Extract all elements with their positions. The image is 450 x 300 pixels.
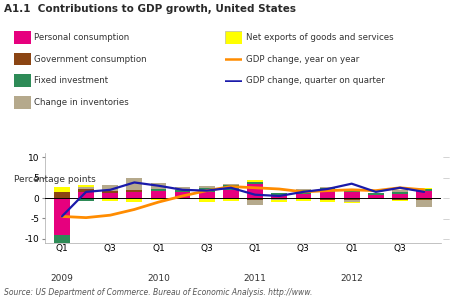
Bar xyxy=(344,189,360,192)
Bar xyxy=(54,198,70,235)
Bar xyxy=(78,198,94,201)
Bar xyxy=(126,192,142,198)
Bar xyxy=(175,187,190,190)
Bar xyxy=(175,198,190,199)
Bar xyxy=(247,184,263,198)
Bar xyxy=(296,189,311,190)
Text: 2011: 2011 xyxy=(243,274,266,283)
Bar xyxy=(175,190,190,192)
Bar xyxy=(271,193,287,196)
Bar xyxy=(392,190,408,192)
Bar xyxy=(271,196,287,198)
Bar xyxy=(271,198,287,199)
Bar xyxy=(344,200,360,202)
Bar xyxy=(223,190,239,198)
Bar xyxy=(368,193,384,195)
Bar xyxy=(392,192,408,194)
Bar xyxy=(320,192,335,198)
Text: Government consumption: Government consumption xyxy=(34,55,147,64)
Bar xyxy=(247,180,263,182)
Bar xyxy=(296,199,311,201)
Bar xyxy=(416,188,432,189)
Bar xyxy=(247,198,263,200)
Text: Source: US Department of Commerce. Bureau of Economic Analysis. http://www.: Source: US Department of Commerce. Burea… xyxy=(4,288,313,297)
Bar xyxy=(223,199,239,201)
Bar xyxy=(320,187,335,188)
Bar xyxy=(102,198,118,199)
Bar xyxy=(151,190,166,198)
Bar xyxy=(416,189,432,190)
Bar xyxy=(54,192,70,198)
Bar xyxy=(416,190,432,198)
Bar xyxy=(78,189,94,192)
Text: Fixed investment: Fixed investment xyxy=(34,76,108,85)
Bar xyxy=(102,199,118,201)
Bar xyxy=(296,198,311,199)
Bar xyxy=(416,198,432,200)
Bar xyxy=(223,185,239,190)
Bar xyxy=(102,185,118,191)
Text: Percentage points: Percentage points xyxy=(14,176,95,184)
Bar xyxy=(416,200,432,207)
Bar xyxy=(344,202,360,203)
Bar xyxy=(199,192,215,198)
Bar xyxy=(223,198,239,199)
Bar xyxy=(223,184,239,185)
Bar xyxy=(199,186,215,188)
Bar xyxy=(320,200,335,202)
Bar xyxy=(344,192,360,198)
Bar xyxy=(296,194,311,198)
Bar xyxy=(271,199,287,200)
Bar xyxy=(199,188,215,192)
Bar xyxy=(102,193,118,198)
Bar xyxy=(126,178,142,190)
Bar xyxy=(54,235,70,245)
Bar xyxy=(175,192,190,198)
Bar xyxy=(271,200,287,202)
Text: 2010: 2010 xyxy=(147,274,170,283)
Text: 2009: 2009 xyxy=(50,274,73,283)
Bar xyxy=(78,187,94,189)
Bar xyxy=(151,189,166,190)
Text: Personal consumption: Personal consumption xyxy=(34,33,130,42)
Text: Net exports of goods and services: Net exports of goods and services xyxy=(246,33,393,42)
Bar xyxy=(320,198,335,200)
Bar xyxy=(78,184,94,187)
Bar xyxy=(392,200,408,201)
Text: Change in inventories: Change in inventories xyxy=(34,98,129,107)
Text: A1.1  Contributions to GDP growth, United States: A1.1 Contributions to GDP growth, United… xyxy=(4,4,297,14)
Text: GDP change, year on year: GDP change, year on year xyxy=(246,55,359,64)
Bar xyxy=(368,198,384,199)
Bar xyxy=(247,200,263,205)
Bar xyxy=(54,187,70,192)
Text: 2012: 2012 xyxy=(340,274,363,283)
Bar xyxy=(151,183,166,189)
Bar xyxy=(78,192,94,198)
Bar xyxy=(199,198,215,199)
Bar xyxy=(368,195,384,198)
Text: GDP change, quarter on quarter: GDP change, quarter on quarter xyxy=(246,76,384,85)
Bar xyxy=(344,198,360,200)
Bar xyxy=(296,190,311,194)
Bar xyxy=(151,198,166,200)
Bar xyxy=(320,188,335,192)
Bar xyxy=(54,245,70,247)
Bar xyxy=(102,191,118,193)
Bar xyxy=(199,199,215,202)
Bar xyxy=(392,194,408,198)
Bar xyxy=(126,198,142,202)
Bar xyxy=(392,198,408,200)
Bar xyxy=(126,190,142,192)
Bar xyxy=(247,182,263,184)
